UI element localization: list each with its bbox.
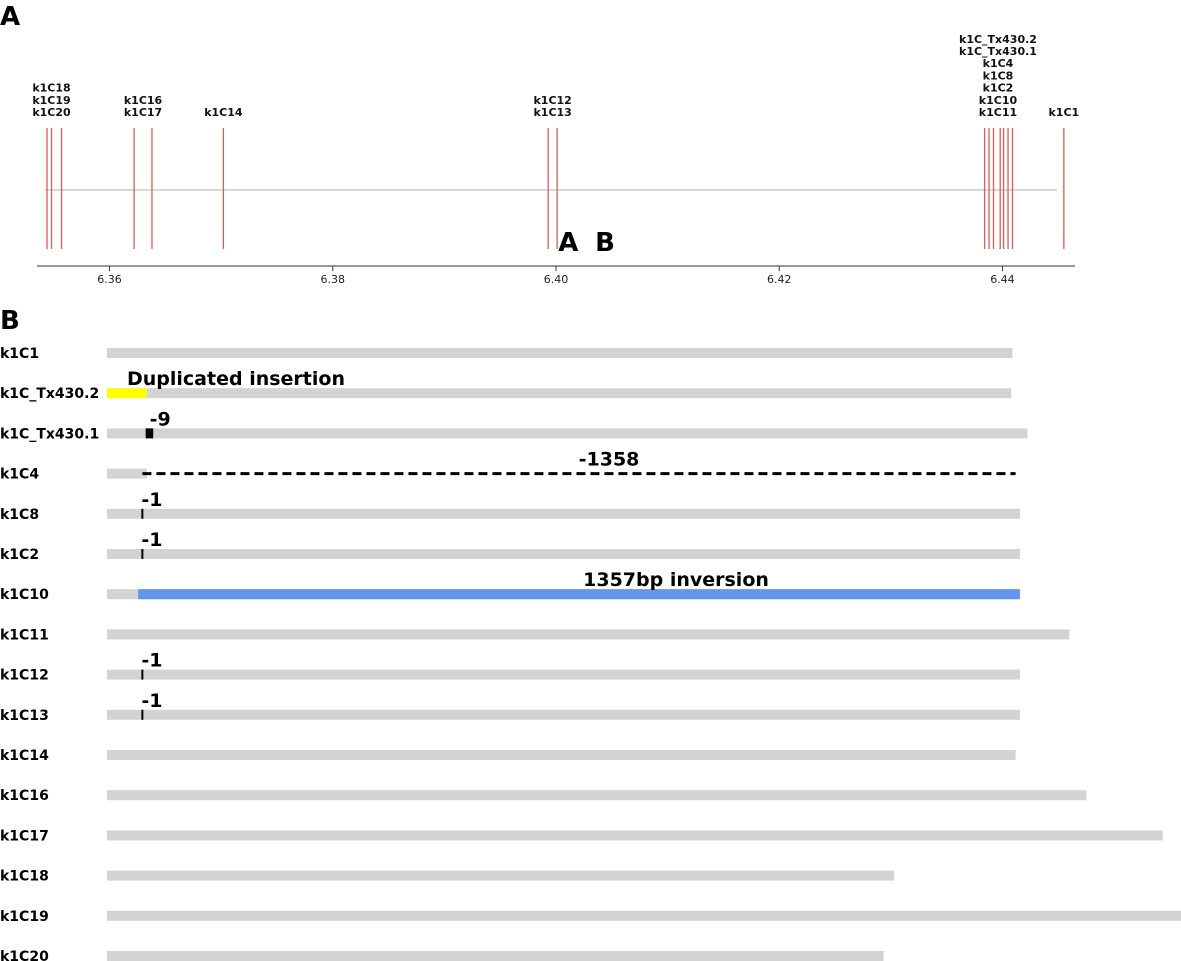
allele-row: k1C_Tx430.2 Duplicated insertion [0, 368, 1012, 402]
site-label: k1C10 [979, 94, 1018, 107]
allele-row: k1C16 [0, 788, 1087, 804]
row-label: k1C20 [0, 949, 49, 961]
inversion-segment [138, 589, 1020, 600]
allele-row: k1C20 [0, 949, 884, 961]
allele-row: k1C14 [0, 748, 1016, 764]
allele-row: k1C1 [0, 346, 1013, 362]
sequence-bar [107, 750, 1016, 760]
sequence-bar [107, 910, 1181, 921]
panel-a: A 6.36 6.38 6.40 6.42 6.44 k1C18k1C19k1C20k1… [0, 2, 1079, 286]
x-tick-label: 6.38 [321, 273, 346, 286]
deletion-mark [145, 428, 154, 439]
row-label: k1C_Tx430.2 [0, 386, 99, 402]
region-marker-a: A [558, 228, 578, 258]
sequence-bar [107, 790, 1087, 801]
allele-row: k1C8 -1 [0, 489, 1020, 523]
x-tick-label: 6.44 [990, 273, 1015, 286]
row-label: k1C11 [0, 627, 49, 643]
site-label: k1C17 [124, 106, 162, 119]
row-label: k1C1 [0, 346, 39, 362]
allele-row: k1C19 [0, 909, 1181, 925]
inversion-label: 1357bp inversion [583, 569, 769, 591]
site-label: k1C13 [533, 106, 571, 119]
deletion-tick [141, 549, 144, 559]
sequence-bar [107, 709, 1020, 720]
deletion-label: -9 [150, 408, 171, 430]
x-tick-label: 6.36 [97, 273, 122, 286]
deletion-tick [141, 669, 144, 680]
row-label: k1C4 [0, 467, 39, 483]
deletion-label: -1358 [579, 449, 640, 471]
sequence-bar [107, 830, 1163, 841]
allele-row: k1C10 1357bp inversion [0, 569, 1020, 603]
site-label: k1C_Tx430.1 [959, 45, 1037, 58]
sequence-bar [107, 549, 1020, 559]
allele-row: k1C11 [0, 627, 1070, 643]
sequence-bar [107, 468, 147, 479]
site-label: k1C12 [533, 94, 571, 107]
site-label: k1C16 [124, 94, 163, 107]
row-label: k1C10 [0, 587, 49, 603]
site-label: k1C_Tx430.2 [959, 33, 1037, 46]
site-label: k1C19 [32, 94, 70, 107]
sequence-bar [107, 951, 884, 961]
deletion-label: -1 [141, 529, 162, 551]
row-label: k1C2 [0, 547, 39, 563]
site-label: k1C4 [983, 57, 1014, 70]
x-axis-ticks: 6.36 6.38 6.40 6.42 6.44 [97, 266, 1015, 286]
deletion-tick [141, 508, 144, 519]
row-label: k1C17 [0, 828, 49, 844]
sequence-bar [107, 629, 1070, 640]
row-label: k1C13 [0, 708, 49, 724]
region-marker-b: B [595, 228, 615, 258]
allele-row: k1C_Tx430.1 -9 [0, 408, 1028, 442]
site-label: k1C8 [983, 69, 1014, 82]
sequence-bar [107, 348, 1013, 358]
allele-row: k1C17 [0, 828, 1163, 844]
allele-row: k1C18 [0, 869, 895, 885]
site-label: k1C14 [204, 106, 243, 119]
site-label: k1C18 [32, 82, 70, 95]
sequence-bar [107, 428, 1028, 439]
site-label: k1C1 [1048, 106, 1079, 119]
deletion-label: -1 [141, 489, 162, 511]
allele-row: k1C4 -1358 [0, 449, 1016, 483]
row-label: k1C_Tx430.1 [0, 426, 99, 442]
deletion-label: -1 [141, 650, 162, 672]
sequence-bar [107, 870, 895, 881]
row-label: k1C19 [0, 909, 49, 925]
sequence-bar [107, 388, 1012, 399]
site-label: k1C20 [32, 106, 71, 119]
x-tick-label: 6.40 [544, 273, 569, 286]
row-label: k1C18 [0, 869, 49, 885]
row-label: k1C12 [0, 668, 49, 684]
allele-row: k1C12 -1 [0, 650, 1020, 684]
panel-b-letter: B [0, 306, 20, 336]
sequence-bar [107, 508, 1020, 519]
x-tick-label: 6.42 [767, 273, 792, 286]
allele-row: k1C2 -1 [0, 529, 1020, 563]
cut-sites [46, 128, 1065, 249]
site-label: k1C11 [979, 106, 1017, 119]
deletion-label: -1 [141, 690, 162, 712]
allele-row: k1C13 -1 [0, 690, 1020, 724]
deletion-tick [141, 709, 144, 720]
sequence-bar [107, 669, 1020, 680]
site-label: k1C2 [983, 82, 1014, 95]
row-label: k1C16 [0, 788, 49, 804]
row-label: k1C14 [0, 748, 49, 764]
insertion-label: Duplicated insertion [127, 368, 345, 390]
row-label: k1C8 [0, 507, 39, 523]
insertion-segment [107, 388, 147, 399]
panel-a-letter: A [0, 2, 20, 32]
